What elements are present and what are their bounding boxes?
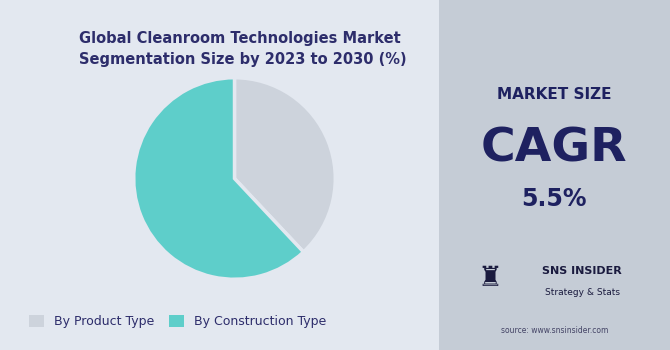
Text: ♜: ♜ xyxy=(477,264,502,292)
Text: source: www.snsinsider.com: source: www.snsinsider.com xyxy=(500,326,608,335)
Text: SNS INSIDER: SNS INSIDER xyxy=(542,266,622,276)
Text: 5.5%: 5.5% xyxy=(522,188,587,211)
Text: Global Cleanroom Technologies Market
Segmentation Size by 2023 to 2030 (%): Global Cleanroom Technologies Market Seg… xyxy=(79,32,407,67)
Text: MARKET SIZE: MARKET SIZE xyxy=(497,87,612,102)
Wedge shape xyxy=(234,78,335,252)
Text: Strategy & Stats: Strategy & Stats xyxy=(545,288,620,297)
Legend: By Product Type, By Construction Type: By Product Type, By Construction Type xyxy=(24,310,331,333)
Wedge shape xyxy=(134,78,304,279)
FancyBboxPatch shape xyxy=(432,0,670,350)
Text: CAGR: CAGR xyxy=(481,126,628,171)
